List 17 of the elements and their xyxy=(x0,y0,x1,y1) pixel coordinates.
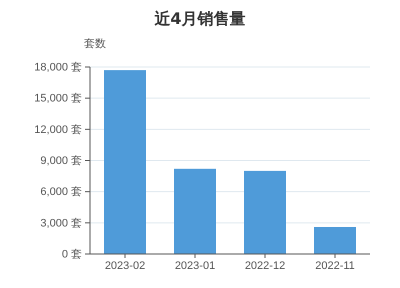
x-tick-label: 2023-01 xyxy=(174,260,216,272)
y-tick-label: 15,000 套 xyxy=(34,92,82,105)
chart-title: 近4月销售量 xyxy=(153,9,246,28)
y-tick-label: 18,000 套 xyxy=(34,62,82,74)
bar xyxy=(314,226,356,254)
y-tick-label: 3,000 套 xyxy=(40,217,82,230)
y-tick-label: 12,000 套 xyxy=(34,124,82,136)
y-tick-label: 6,000 套 xyxy=(40,186,82,198)
x-tick-label: 2022-11 xyxy=(315,260,355,272)
x-tick-label: 2023-02 xyxy=(104,260,146,272)
bar xyxy=(244,170,286,254)
x-tick-label: 2022-12 xyxy=(244,260,286,272)
bar xyxy=(104,70,146,254)
y-axis-title: 套数 xyxy=(84,37,106,50)
y-tick-label: 9,000 套 xyxy=(40,155,82,168)
bar xyxy=(174,168,216,254)
y-tick-label: 0 套 xyxy=(62,248,82,261)
